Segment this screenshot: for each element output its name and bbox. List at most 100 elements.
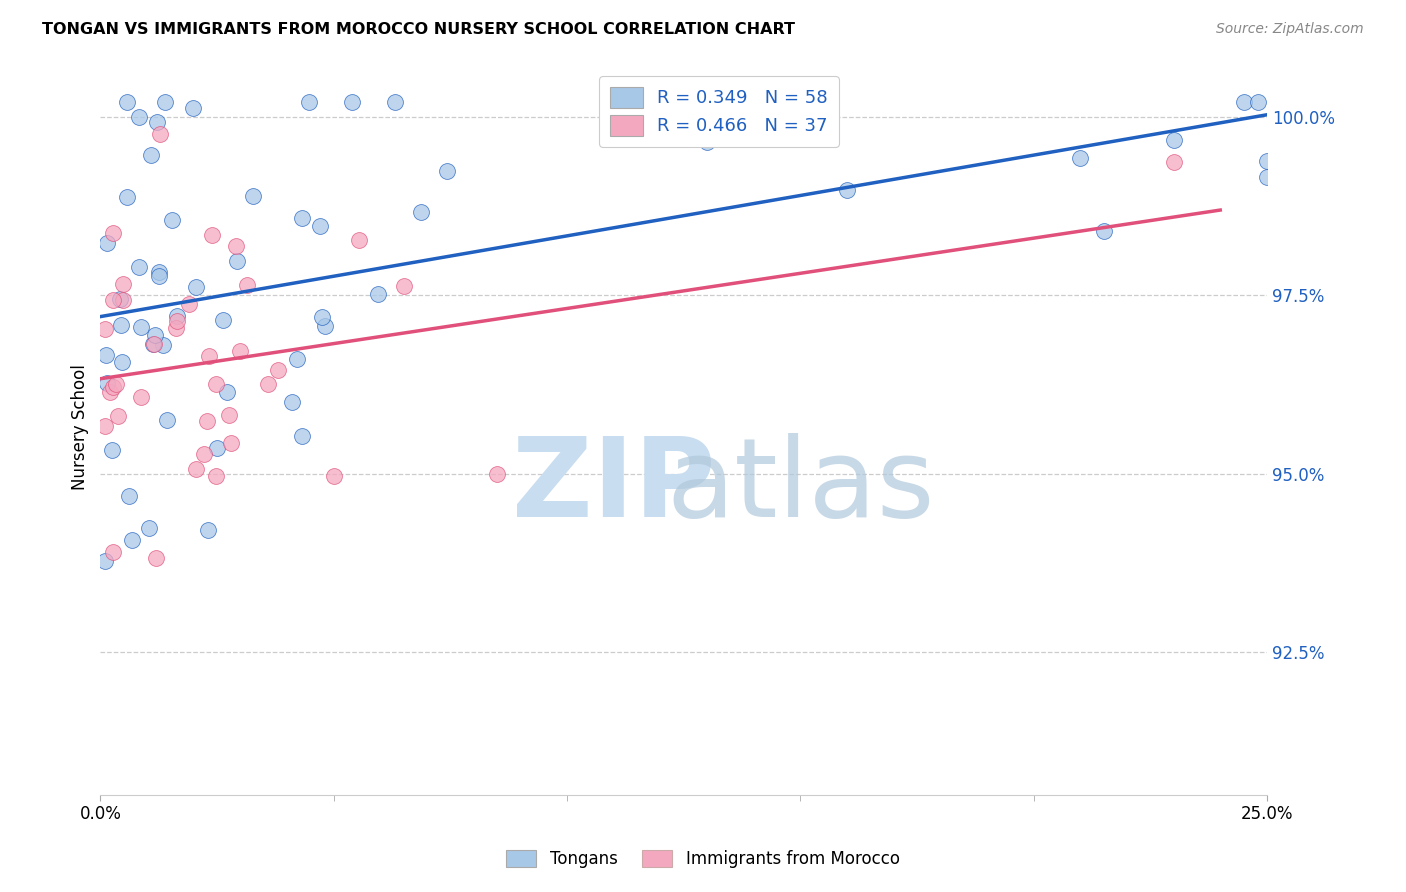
Point bbox=[110, 318, 132, 333]
Point bbox=[193, 446, 215, 460]
Point bbox=[94, 554, 117, 568]
Point bbox=[142, 337, 165, 351]
Point bbox=[1256, 153, 1278, 168]
Point bbox=[340, 95, 363, 110]
Point bbox=[160, 213, 183, 227]
Text: Source: ZipAtlas.com: Source: ZipAtlas.com bbox=[1216, 22, 1364, 37]
Point bbox=[121, 533, 143, 547]
Point bbox=[108, 293, 131, 307]
Point bbox=[197, 349, 219, 363]
Point bbox=[195, 414, 218, 428]
Point bbox=[204, 468, 226, 483]
Point bbox=[436, 164, 458, 178]
Point bbox=[1092, 224, 1115, 238]
Point bbox=[104, 376, 127, 391]
Point bbox=[813, 99, 835, 113]
Point bbox=[1246, 95, 1268, 110]
Point bbox=[1256, 170, 1278, 185]
Point bbox=[184, 280, 207, 294]
Point bbox=[98, 385, 121, 400]
Point bbox=[367, 287, 389, 301]
Point bbox=[138, 521, 160, 535]
Point bbox=[94, 418, 117, 433]
Point bbox=[103, 380, 125, 394]
Point bbox=[218, 408, 240, 422]
Point bbox=[212, 313, 235, 327]
Point bbox=[291, 211, 314, 225]
Point bbox=[197, 523, 219, 537]
Point bbox=[267, 363, 290, 377]
Point bbox=[165, 321, 187, 335]
Point bbox=[1232, 95, 1254, 110]
Text: ZIP: ZIP bbox=[512, 433, 716, 540]
Point bbox=[219, 436, 242, 450]
Point bbox=[118, 489, 141, 503]
Point bbox=[128, 110, 150, 124]
Point bbox=[94, 348, 117, 362]
Point bbox=[101, 293, 124, 307]
Point bbox=[181, 101, 204, 115]
Point bbox=[107, 409, 129, 423]
Point bbox=[111, 293, 134, 307]
Text: atlas: atlas bbox=[666, 433, 935, 540]
Point bbox=[166, 313, 188, 327]
Point bbox=[291, 428, 314, 442]
Point bbox=[94, 322, 117, 336]
Point bbox=[236, 277, 259, 292]
Point bbox=[129, 390, 152, 404]
Point bbox=[205, 442, 228, 456]
Point bbox=[322, 469, 344, 483]
Point bbox=[409, 205, 432, 219]
Point bbox=[115, 95, 138, 110]
Point bbox=[311, 310, 333, 325]
Point bbox=[298, 95, 321, 110]
Point bbox=[155, 95, 177, 110]
Point bbox=[148, 269, 170, 284]
Point bbox=[179, 297, 201, 311]
Point bbox=[204, 376, 226, 391]
Point bbox=[257, 376, 280, 391]
Legend: R = 0.349   N = 58, R = 0.466   N = 37: R = 0.349 N = 58, R = 0.466 N = 37 bbox=[599, 76, 838, 146]
Point bbox=[309, 219, 332, 233]
Point bbox=[103, 545, 125, 559]
Point bbox=[152, 337, 174, 351]
Legend: Tongans, Immigrants from Morocco: Tongans, Immigrants from Morocco bbox=[499, 843, 907, 875]
Point bbox=[281, 395, 304, 409]
Y-axis label: Nursery School: Nursery School bbox=[72, 365, 89, 491]
Point bbox=[146, 115, 169, 129]
Point bbox=[285, 351, 308, 366]
Point bbox=[384, 95, 406, 110]
Point bbox=[148, 265, 170, 279]
Point bbox=[149, 127, 172, 141]
Point bbox=[217, 384, 239, 399]
Text: TONGAN VS IMMIGRANTS FROM MOROCCO NURSERY SCHOOL CORRELATION CHART: TONGAN VS IMMIGRANTS FROM MOROCCO NURSER… bbox=[42, 22, 796, 37]
Point bbox=[112, 277, 135, 292]
Point bbox=[1163, 155, 1185, 169]
Point bbox=[696, 135, 718, 149]
Point bbox=[129, 319, 152, 334]
Point bbox=[314, 318, 336, 333]
Point bbox=[103, 226, 125, 240]
Point bbox=[835, 183, 858, 197]
Point bbox=[1069, 152, 1091, 166]
Point bbox=[143, 327, 166, 342]
Point bbox=[166, 310, 188, 324]
Point bbox=[117, 190, 139, 204]
Point bbox=[1163, 133, 1185, 147]
Point bbox=[96, 235, 118, 250]
Point bbox=[96, 376, 118, 390]
Point bbox=[229, 343, 252, 358]
Point bbox=[485, 467, 508, 482]
Point bbox=[101, 442, 124, 457]
Point bbox=[111, 355, 134, 369]
Point bbox=[142, 336, 165, 351]
Point bbox=[201, 227, 224, 242]
Point bbox=[145, 550, 167, 565]
Point bbox=[184, 462, 207, 476]
Point bbox=[139, 147, 162, 161]
Point bbox=[242, 189, 264, 203]
Point bbox=[225, 239, 247, 253]
Point bbox=[128, 260, 150, 275]
Point bbox=[392, 278, 415, 293]
Point bbox=[156, 412, 179, 426]
